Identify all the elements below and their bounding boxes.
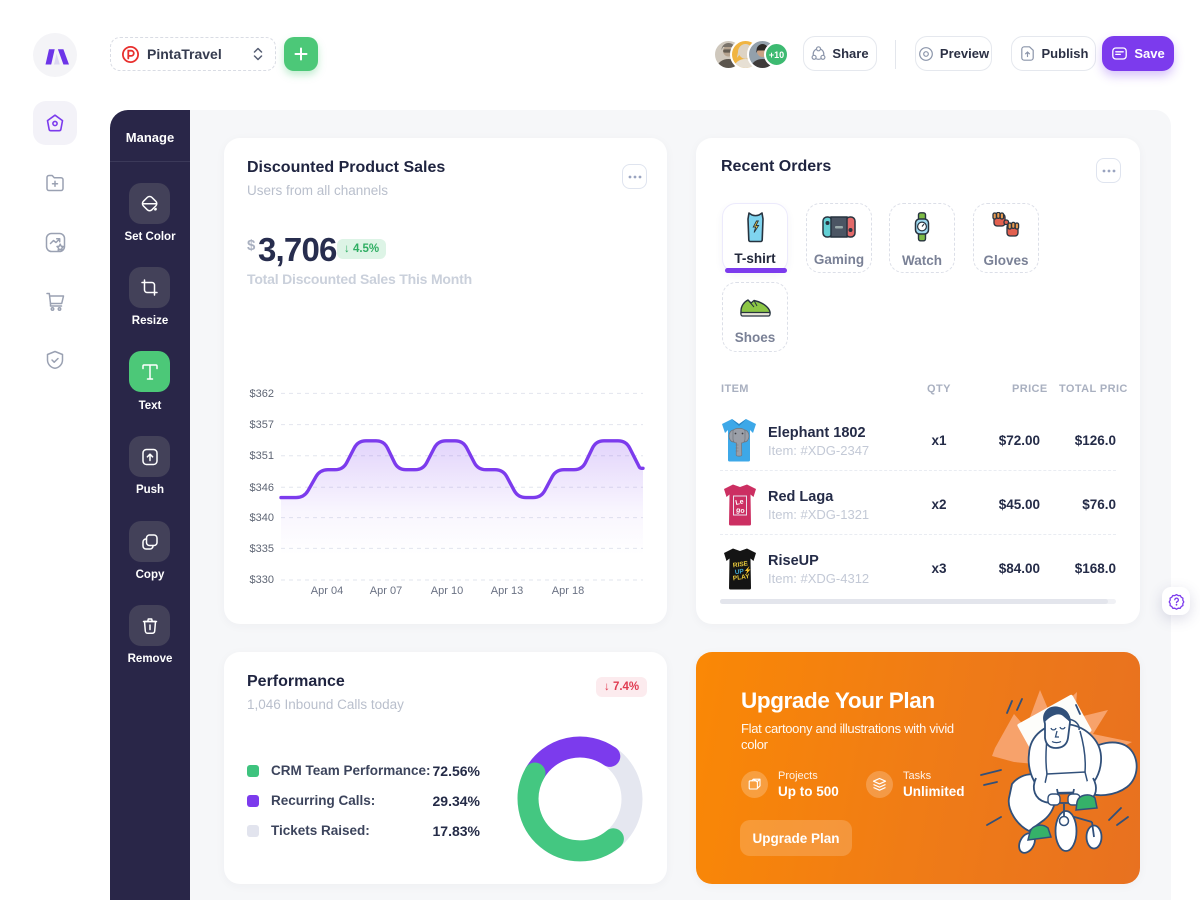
svg-text:Apr 07: Apr 07 — [370, 585, 402, 597]
svg-text:go: go — [736, 507, 745, 515]
svg-text:Le: Le — [735, 498, 745, 507]
svg-text:$362: $362 — [250, 388, 274, 400]
svg-text:$335: $335 — [250, 543, 274, 555]
svg-text:Apr 04: Apr 04 — [311, 585, 343, 597]
svg-text:RISE: RISE — [732, 560, 749, 569]
svg-text:$330: $330 — [250, 574, 274, 586]
svg-text:$357: $357 — [250, 419, 274, 431]
svg-text:Apr 18: Apr 18 — [552, 585, 584, 597]
svg-text:$346: $346 — [250, 482, 274, 494]
svg-text:$351: $351 — [250, 450, 274, 462]
svg-text:PLAY: PLAY — [732, 573, 750, 582]
svg-text:UP⚡: UP⚡ — [734, 566, 752, 576]
svg-text:$340: $340 — [250, 512, 274, 524]
svg-text:Apr 10: Apr 10 — [431, 585, 463, 597]
svg-text:Apr 13: Apr 13 — [491, 585, 523, 597]
